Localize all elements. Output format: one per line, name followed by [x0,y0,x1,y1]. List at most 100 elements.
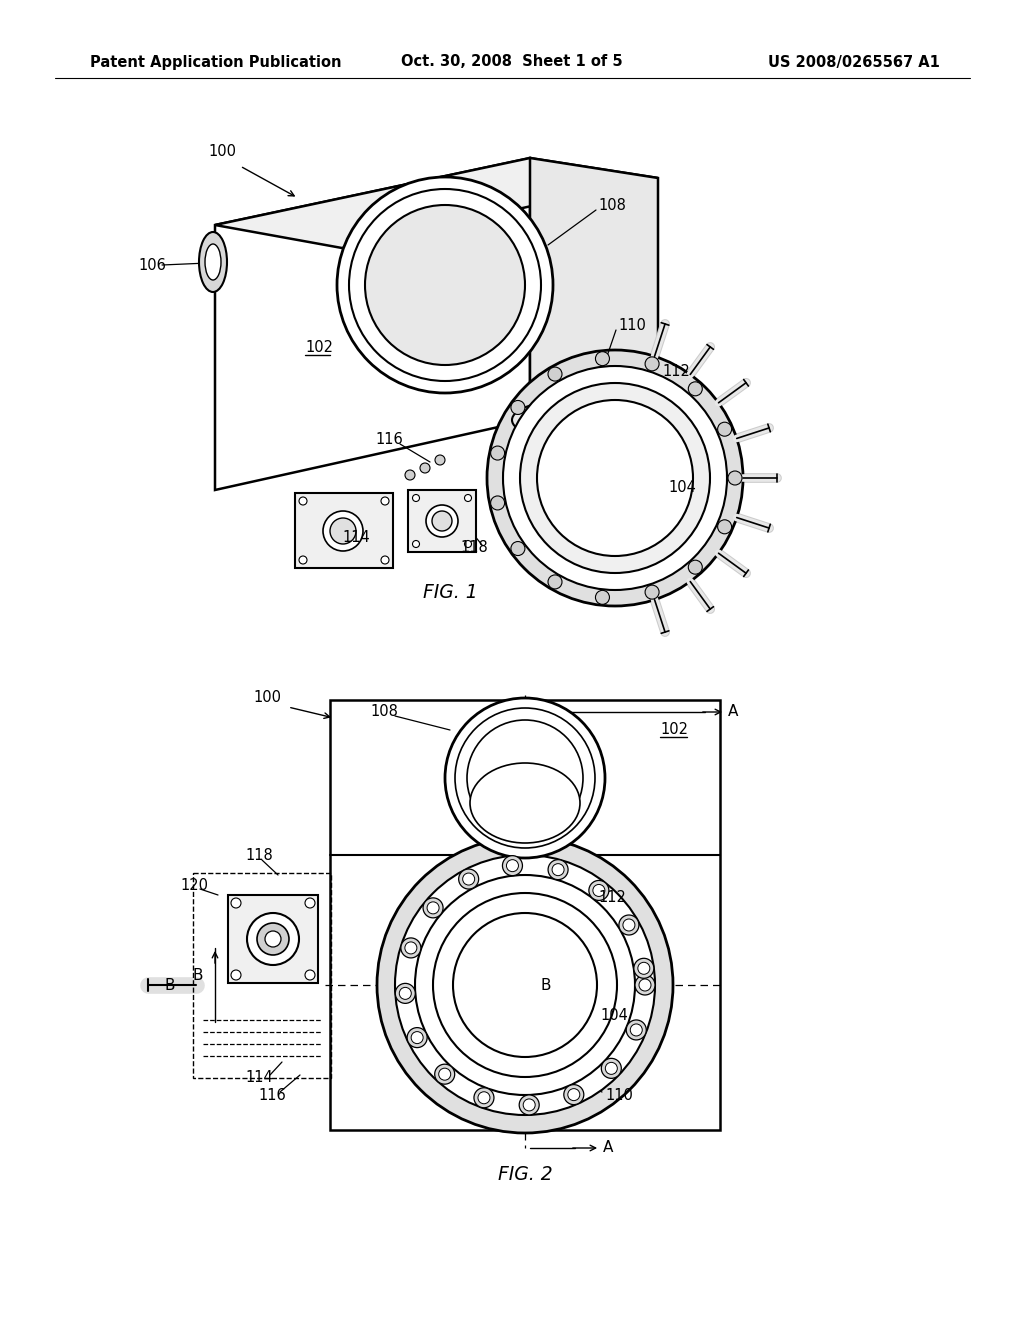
Text: 106: 106 [138,257,166,272]
Text: 118: 118 [245,847,272,862]
Circle shape [630,1024,642,1036]
Circle shape [323,511,362,550]
Circle shape [399,987,412,999]
Circle shape [605,1063,617,1074]
Circle shape [337,177,553,393]
Polygon shape [228,895,318,983]
Circle shape [728,471,742,484]
Circle shape [299,498,307,506]
Circle shape [645,585,659,599]
Circle shape [639,979,651,991]
Text: A: A [728,705,738,719]
Circle shape [305,898,315,908]
Circle shape [412,1032,423,1044]
Circle shape [537,400,693,556]
Circle shape [523,1100,536,1111]
Circle shape [413,540,420,548]
Circle shape [433,894,617,1077]
Circle shape [395,855,655,1115]
Circle shape [395,983,416,1003]
Circle shape [415,875,635,1096]
Circle shape [330,517,356,544]
Circle shape [564,1085,584,1105]
Circle shape [618,915,639,935]
Text: 114: 114 [342,531,370,545]
Text: 120: 120 [180,878,208,892]
Circle shape [299,556,307,564]
Text: A: A [603,1140,613,1155]
Circle shape [503,855,522,875]
Circle shape [511,541,525,556]
Text: 110: 110 [605,1088,633,1102]
Circle shape [435,1064,455,1084]
Text: 114: 114 [245,1071,272,1085]
Circle shape [247,913,299,965]
Text: 116: 116 [258,1088,286,1102]
Circle shape [568,1089,580,1101]
Circle shape [596,590,609,605]
Text: 104: 104 [668,480,696,495]
Ellipse shape [512,458,628,498]
Circle shape [465,495,471,502]
Circle shape [365,205,525,366]
Circle shape [487,350,743,606]
Circle shape [438,1068,451,1080]
Circle shape [231,898,241,908]
Circle shape [459,869,478,890]
Circle shape [413,495,420,502]
Circle shape [465,540,471,548]
Text: 102: 102 [660,722,688,738]
Circle shape [404,942,417,954]
Circle shape [445,698,605,858]
Ellipse shape [512,400,628,440]
Text: 118: 118 [460,540,487,556]
Circle shape [381,556,389,564]
Text: 108: 108 [370,705,398,719]
Circle shape [503,366,727,590]
Text: B: B [165,978,175,993]
Text: 100: 100 [208,144,236,160]
Circle shape [593,884,605,896]
Circle shape [490,446,505,461]
Circle shape [467,719,583,836]
Circle shape [507,859,518,871]
Text: Oct. 30, 2008  Sheet 1 of 5: Oct. 30, 2008 Sheet 1 of 5 [401,54,623,70]
Text: 116: 116 [375,433,402,447]
Polygon shape [408,490,476,552]
Circle shape [511,400,525,414]
Text: 110: 110 [618,318,646,334]
Polygon shape [295,492,393,568]
Circle shape [548,576,562,589]
Circle shape [718,422,731,436]
Circle shape [453,913,597,1057]
Ellipse shape [470,763,580,843]
Ellipse shape [199,232,227,292]
Text: 102: 102 [305,341,333,355]
Ellipse shape [205,244,221,280]
Circle shape [688,560,702,574]
Circle shape [596,351,609,366]
Circle shape [426,506,458,537]
Circle shape [627,1020,646,1040]
Circle shape [377,837,673,1133]
Text: 100: 100 [253,690,281,705]
Circle shape [519,1094,540,1115]
Circle shape [432,511,452,531]
Text: FIG. 2: FIG. 2 [498,1166,552,1184]
Circle shape [474,1088,494,1107]
Bar [330,700,720,1130]
Polygon shape [215,158,530,490]
Circle shape [638,962,650,974]
Text: B: B [540,978,551,993]
Circle shape [520,383,710,573]
Circle shape [463,873,475,884]
Circle shape [349,189,541,381]
Text: FIG. 1: FIG. 1 [423,582,477,602]
Circle shape [423,898,443,917]
Circle shape [381,498,389,506]
Circle shape [435,455,445,465]
Polygon shape [530,158,658,447]
Polygon shape [215,158,658,248]
Circle shape [688,381,702,396]
Bar [193,873,331,1078]
